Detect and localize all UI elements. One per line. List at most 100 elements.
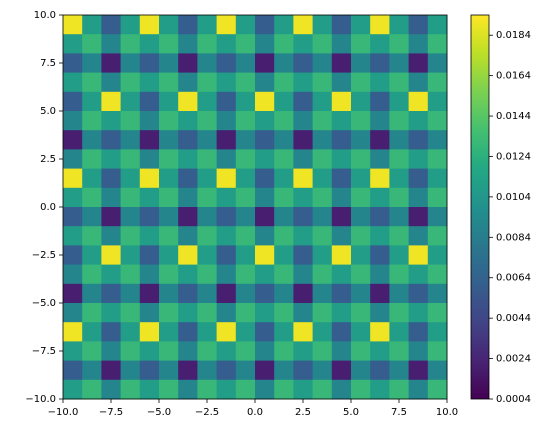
colorbar-tick-label: 0.0064: [496, 273, 531, 284]
heat-cell: [389, 15, 410, 35]
heat-cell: [197, 264, 218, 285]
colorbar-tick-label: 0.0164: [496, 71, 531, 82]
heat-cell: [178, 303, 198, 323]
heat-cell: [197, 360, 218, 381]
heat-cell: [408, 379, 429, 400]
heat-cell: [235, 226, 256, 246]
heat-cell: [255, 53, 275, 74]
heat-cell: [139, 303, 160, 323]
heat-cell: [101, 283, 122, 304]
heat-cell: [370, 111, 390, 131]
heat-cell: [139, 187, 160, 208]
heat-cell: [101, 187, 122, 208]
heat-cell: [82, 168, 102, 189]
heat-cell: [427, 379, 448, 400]
heat-cell: [274, 168, 294, 189]
heat-cell: [82, 34, 102, 54]
heat-cell: [351, 226, 371, 246]
heat-cell: [82, 187, 102, 208]
heat-cell: [235, 283, 256, 304]
heat-cell: [101, 341, 122, 362]
heat-cell: [427, 360, 448, 381]
heat-cell: [331, 91, 352, 112]
heat-cell: [312, 360, 333, 381]
colorbar-tick-label: 0.0184: [496, 30, 531, 41]
heat-cell: [312, 91, 333, 112]
heat-cell: [351, 111, 371, 131]
y-tick-label: 0.0: [40, 202, 56, 213]
heat-cell: [63, 187, 83, 208]
heat-cell: [101, 207, 122, 227]
heat-cell: [216, 207, 237, 227]
heat-cell: [235, 187, 256, 208]
heat-cell: [178, 91, 198, 112]
heat-cell: [312, 34, 333, 54]
heat-cell: [82, 226, 102, 246]
heat-cell: [120, 91, 141, 112]
heat-cell: [255, 264, 275, 285]
heat-cell: [255, 72, 275, 93]
heat-cell: [389, 149, 410, 170]
heat-cell: [216, 264, 237, 285]
heat-cell: [120, 341, 141, 362]
heat-cell: [312, 187, 333, 208]
heat-cell: [159, 53, 179, 74]
heat-cell: [370, 264, 390, 285]
heat-cell: [139, 207, 160, 227]
heat-cell: [255, 207, 275, 227]
heat-cell: [351, 168, 371, 189]
heat-cell: [216, 130, 237, 150]
heat-cell: [216, 341, 237, 362]
heat-cell: [389, 34, 410, 54]
heat-cell: [235, 264, 256, 285]
heat-cell: [235, 168, 256, 189]
heat-cell: [293, 303, 314, 323]
heat-cell: [120, 15, 141, 35]
heat-cell: [139, 264, 160, 285]
heat-cell: [63, 379, 83, 400]
heat-cell: [63, 130, 83, 150]
heat-cell: [370, 187, 390, 208]
heat-cell: [351, 379, 371, 400]
heat-cell: [159, 341, 179, 362]
heat-cell: [370, 245, 390, 266]
heat-cell: [235, 360, 256, 381]
heat-cell: [216, 149, 237, 170]
heat-cell: [63, 207, 83, 227]
heat-cell: [293, 149, 314, 170]
heat-cell: [427, 341, 448, 362]
heat-cell: [389, 168, 410, 189]
heat-cell: [120, 34, 141, 54]
heat-cell: [139, 34, 160, 54]
heat-cell: [293, 341, 314, 362]
heat-cell: [255, 168, 275, 189]
heat-cell: [293, 15, 314, 35]
heat-cell: [139, 226, 160, 246]
heat-cell: [63, 226, 83, 246]
heat-cell: [120, 53, 141, 74]
heat-cell: [101, 322, 122, 342]
heat-cell: [293, 111, 314, 131]
heat-cell: [235, 72, 256, 93]
heat-cell: [408, 53, 429, 74]
heat-cell: [235, 34, 256, 54]
heat-cell: [178, 341, 198, 362]
y-tick-label: −2.5: [32, 250, 56, 261]
heat-cell: [427, 130, 448, 150]
heat-cell: [120, 207, 141, 227]
heat-cell: [178, 360, 198, 381]
heat-cell: [293, 168, 314, 189]
heat-cell: [159, 245, 179, 266]
heat-cell: [159, 322, 179, 342]
heat-cell: [235, 341, 256, 362]
heat-cell: [139, 149, 160, 170]
heat-cell: [159, 149, 179, 170]
heat-cell: [197, 149, 218, 170]
colorbar-tick-label: 0.0004: [496, 394, 531, 405]
heat-cell: [293, 360, 314, 381]
heat-cell: [274, 91, 294, 112]
heat-cell: [312, 283, 333, 304]
heat-cell: [255, 111, 275, 131]
heat-cell: [255, 283, 275, 304]
